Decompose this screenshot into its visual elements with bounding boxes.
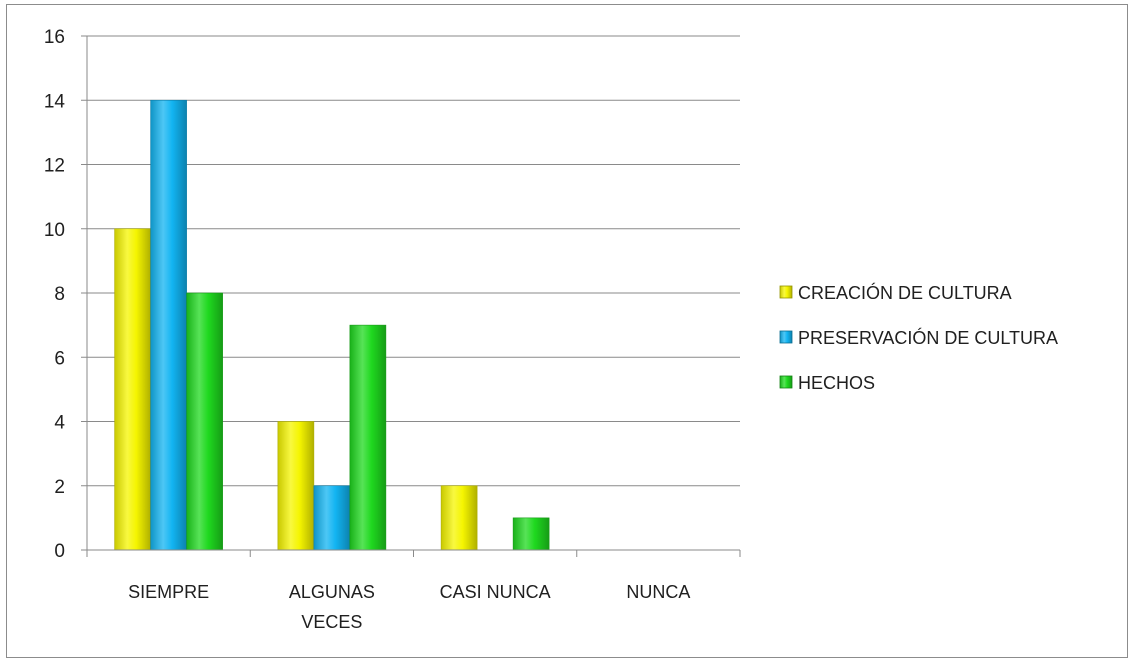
x-category-label: CASI NUNCA — [440, 582, 551, 602]
bar-creacion-0 — [114, 228, 151, 551]
y-tick-label: 14 — [44, 91, 66, 112]
y-tick-label: 10 — [44, 220, 65, 241]
legend-label-hechos: HECHOS — [798, 373, 875, 393]
y-tick-label: 12 — [44, 156, 65, 177]
y-tick-label: 8 — [54, 284, 65, 305]
legend-swatch-preservacion — [779, 330, 793, 344]
bar-hechos-0 — [186, 292, 223, 551]
y-tick-label: 6 — [54, 348, 65, 369]
bar-preservacion-1 — [313, 485, 351, 551]
x-category-label: SIEMPRE — [128, 582, 209, 602]
bar-creacion-2 — [440, 485, 478, 551]
x-category-label: ALGUNAS — [289, 582, 375, 602]
bars — [114, 99, 550, 551]
y-tick-label: 4 — [54, 413, 65, 434]
bar-hechos-1 — [349, 324, 387, 551]
y-tick-label: 16 — [44, 27, 65, 48]
y-tick-label: 0 — [54, 541, 65, 562]
x-category-label: NUNCA — [626, 582, 690, 602]
bar-hechos-2 — [512, 517, 550, 551]
y-tick-label: 2 — [54, 477, 65, 498]
x-axis: SIEMPRE ALGUNAS VECES CASI NUNCA NUNCA — [86, 36, 741, 632]
legend-swatch-hechos — [779, 375, 793, 389]
legend-label-preservacion: PRESERVACIÓN DE CULTURA — [798, 327, 1058, 348]
legend-label-creacion: CREACIÓN DE CULTURA — [798, 282, 1012, 303]
x-category-label: VECES — [301, 612, 362, 632]
legend: CREACIÓN DE CULTURA PRESERVACIÓN DE CULTU… — [779, 282, 1058, 393]
bar-creacion-1 — [277, 421, 315, 551]
bar-preservacion-0 — [150, 99, 187, 551]
legend-swatch-creacion — [779, 285, 793, 299]
y-axis-ticks: 0 2 4 6 8 10 12 14 16 — [44, 27, 87, 562]
